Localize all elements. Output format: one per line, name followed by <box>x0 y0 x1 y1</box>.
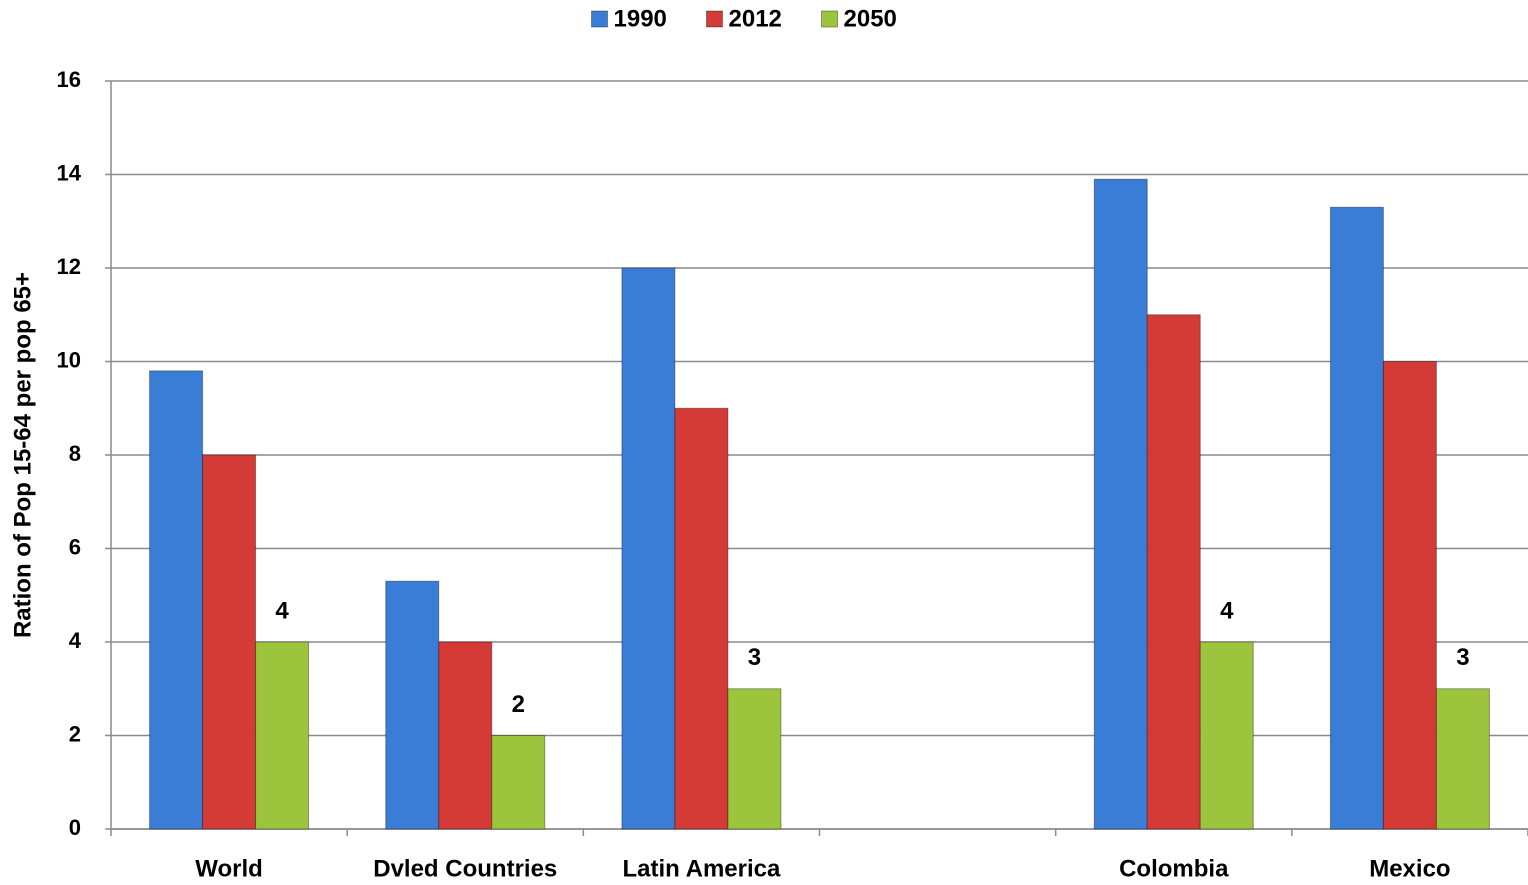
x-tick-label: Dvled Countries <box>373 855 557 882</box>
x-tick-label: Latin America <box>623 855 781 882</box>
value-label: 2 <box>512 691 525 718</box>
value-label: 3 <box>748 644 761 671</box>
bar <box>1382 361 1437 830</box>
bar <box>491 735 546 830</box>
bar <box>202 454 257 830</box>
legend-swatch <box>821 10 838 28</box>
y-tick-label: 10 <box>57 347 81 372</box>
y-tick-label: 12 <box>57 254 81 279</box>
bar <box>1199 641 1254 830</box>
y-tick-label: 16 <box>57 67 81 92</box>
bar <box>438 641 493 830</box>
value-label: 4 <box>275 597 289 624</box>
y-tick-label: 4 <box>69 628 82 653</box>
bar <box>674 407 729 830</box>
bar <box>1329 206 1384 830</box>
x-tick-label: Colombia <box>1119 855 1229 882</box>
bar <box>149 370 204 830</box>
y-tick-label: 2 <box>69 721 81 746</box>
legend-label: 2050 <box>844 5 897 32</box>
legend-label: 1990 <box>614 5 667 32</box>
value-label: 4 <box>1220 597 1234 624</box>
bar <box>1435 688 1490 830</box>
x-tick-label: World <box>195 855 263 882</box>
bar <box>621 267 676 830</box>
bar <box>1146 314 1201 830</box>
legend-swatch <box>706 10 723 28</box>
legend-swatch <box>591 10 608 28</box>
bar <box>385 580 440 830</box>
legend-label: 2012 <box>729 5 782 32</box>
y-tick-label: 14 <box>57 160 82 185</box>
y-tick-label: 6 <box>69 534 81 559</box>
bar <box>255 641 310 830</box>
y-tick-label: 0 <box>69 815 81 840</box>
value-label: 3 <box>1456 644 1469 671</box>
y-axis-title: Ration of Pop 15-64 per pop 65+ <box>9 272 36 638</box>
y-tick-label: 8 <box>69 441 81 466</box>
bar <box>727 688 782 830</box>
bar <box>1093 178 1148 830</box>
x-tick-label: Mexico <box>1369 855 1450 882</box>
